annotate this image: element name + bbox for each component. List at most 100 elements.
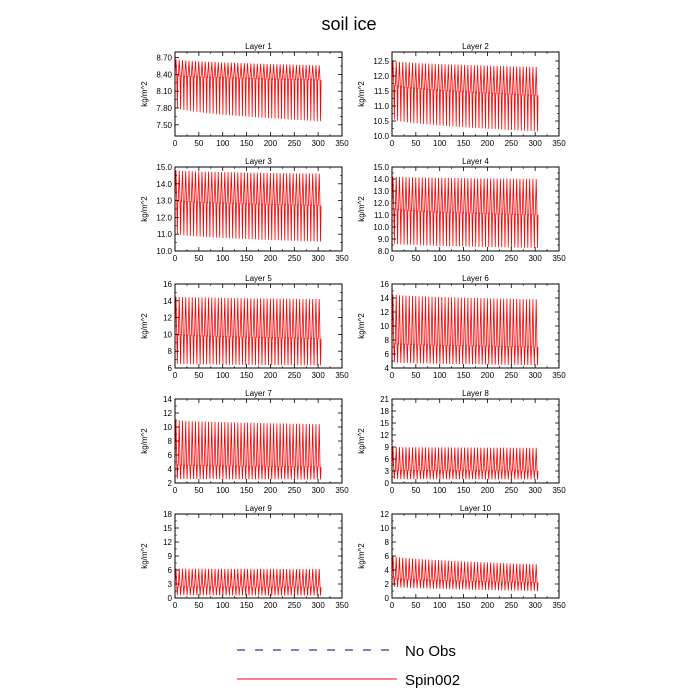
layer-4-ytick-label: 15.0	[373, 163, 389, 172]
layer-7-ylabel: kg/m^2	[140, 428, 149, 454]
layer-10-series-spin002	[392, 524, 539, 591]
layer-9-ytick-label: 0	[168, 594, 173, 603]
layer-2-xtick-label: 250	[505, 139, 519, 148]
layer-6-xtick-label: 350	[552, 371, 566, 380]
layer-3-xtick-label: 350	[335, 254, 349, 263]
layer-1-ytick-label: 7.50	[156, 121, 172, 130]
layer-10-ytick-label: 4	[385, 566, 390, 575]
layer-4-ytick-label: 10.0	[373, 223, 389, 232]
layer-2-ytick-label: 12.5	[373, 57, 389, 66]
panel-layer-3: 0 50 100 150 200 250 300 350 10.0 11.0 12.0 13.0 14.…	[140, 157, 349, 263]
layer-9-ytick-label: 12	[163, 538, 172, 547]
figure-title: soil ice	[321, 14, 376, 34]
layer-2-xtick-label: 350	[552, 139, 566, 148]
layer-2-ylabel: kg/m^2	[357, 81, 366, 107]
layer-8-ytick-label: 3	[385, 467, 390, 476]
layer-2-ytick-label: 12.0	[373, 72, 389, 81]
layer-7-xtick-label: 300	[311, 486, 325, 495]
layer-3-ylabel: kg/m^2	[140, 196, 149, 222]
layer-6-xtick-label: 100	[433, 371, 447, 380]
layer-4-ytick-label: 13.0	[373, 187, 389, 196]
layer-3-ytick-label: 15.0	[156, 163, 172, 172]
layer-3-xtick-label: 150	[240, 254, 254, 263]
layer-5-ylabel: kg/m^2	[140, 313, 149, 339]
layer-8-xtick-label: 50	[411, 486, 420, 495]
layer-5-ytick-label: 16	[163, 280, 172, 289]
layer-5-xtick-label: 150	[240, 371, 254, 380]
layer-8-ylabel: kg/m^2	[357, 428, 366, 454]
panel-layer-6: 0 50 100 150 200 250 300 350 4 6 8 10 12 14 16 Layer 6 k…	[357, 274, 566, 380]
layer-1-xtick-label: 200	[264, 139, 278, 148]
panel-layer-7: 0 50 100 150 200 250 300 350 2 4 6 8 10 12 14 Layer 7 kg…	[140, 389, 349, 495]
layer-10-xtick-label: 0	[390, 601, 395, 610]
layer-10-xtick-label: 250	[505, 601, 519, 610]
layer-6-title: Layer 6	[462, 274, 489, 283]
layer-10-ytick-label: 0	[385, 594, 390, 603]
layer-3-ytick-label: 10.0	[156, 247, 172, 256]
layer-7-ytick-label: 14	[163, 395, 172, 404]
layer-10-title: Layer 10	[460, 504, 492, 513]
layer-1-ytick-label: 8.40	[156, 70, 172, 79]
layer-3-xtick-label: 250	[288, 254, 302, 263]
layer-7-ytick-label: 10	[163, 423, 172, 432]
layer-6-ytick-label: 12	[380, 308, 389, 317]
layer-4-xtick-label: 200	[481, 254, 495, 263]
layer-9-ytick-label: 3	[168, 580, 173, 589]
layer-4-xtick-label: 150	[457, 254, 471, 263]
layer-4-ylabel: kg/m^2	[357, 196, 366, 222]
layer-4-xtick-label: 250	[505, 254, 519, 263]
layer-8-xtick-label: 300	[528, 486, 542, 495]
layer-3-series-spin002	[175, 170, 322, 242]
layer-10-xtick-label: 100	[433, 601, 447, 610]
layer-1-xtick-label: 100	[216, 139, 230, 148]
layer-2-title: Layer 2	[462, 42, 489, 51]
layer-9-ytick-label: 18	[163, 510, 172, 519]
layer-2-xtick-label: 0	[390, 139, 395, 148]
layer-10-xtick-label: 50	[411, 601, 420, 610]
layer-4-xtick-label: 350	[552, 254, 566, 263]
layer-8-xtick-label: 100	[433, 486, 447, 495]
layer-4-xtick-label: 0	[390, 254, 395, 263]
layer-8-ytick-label: 0	[385, 479, 390, 488]
layer-10-ytick-label: 10	[380, 524, 389, 533]
layer-7-xtick-label: 150	[240, 486, 254, 495]
layer-7-ytick-label: 2	[168, 479, 173, 488]
layer-9-xtick-label: 300	[311, 601, 325, 610]
layer-8-ytick-label: 15	[380, 419, 389, 428]
layer-6-xtick-label: 150	[457, 371, 471, 380]
layer-5-xtick-label: 0	[173, 371, 178, 380]
layer-3-xtick-label: 0	[173, 254, 178, 263]
layer-8-xtick-label: 200	[481, 486, 495, 495]
layer-7-ytick-label: 8	[168, 437, 173, 446]
panel-layer-8: 0 50 100 150 200 250 300 350 0 3 6 9 12 15 18 21 Layer 8…	[357, 389, 566, 495]
layer-5-xtick-label: 350	[335, 371, 349, 380]
layer-2-ytick-label: 10.5	[373, 117, 389, 126]
layer-4-title: Layer 4	[462, 157, 489, 166]
panel-layer-2: 0 50 100 150 200 250 300 350 10.0 10.5 11.0 11.5 12.…	[357, 42, 566, 148]
layer-1-xtick-label: 350	[335, 139, 349, 148]
layer-8-xtick-label: 150	[457, 486, 471, 495]
panel-grid: 0 50 100 150 200 250 300 3507.507.808.108.408.7…	[140, 42, 566, 610]
panel-layer-5: 0 50 100 150 200 250 300 350 6 8 10 12 14 16 Layer 5 kg…	[140, 274, 349, 380]
layer-10-xtick-label: 300	[528, 601, 542, 610]
layer-6-ylabel: kg/m^2	[357, 313, 366, 339]
layer-5-ytick-label: 10	[163, 330, 172, 339]
layer-7-xtick-label: 250	[288, 486, 302, 495]
layer-5-series-spin002	[175, 296, 322, 366]
layer-1-ytick-label: 7.80	[156, 104, 172, 113]
layer-10-ytick-label: 6	[385, 552, 390, 561]
layer-4-xtick-label: 50	[411, 254, 420, 263]
layer-6-ytick-label: 8	[385, 336, 390, 345]
layer-10-ytick-label: 8	[385, 538, 390, 547]
layer-7-ytick-label: 12	[163, 409, 172, 418]
layer-5-ytick-label: 8	[168, 347, 173, 356]
layer-9-ytick-label: 9	[168, 552, 173, 561]
layer-9-ylabel: kg/m^2	[140, 543, 149, 569]
layer-4-ytick-label: 12.0	[373, 199, 389, 208]
layer-1-title: Layer 1	[245, 42, 272, 51]
layer-10-ytick-label: 12	[380, 510, 389, 519]
layer-1-ylabel: kg/m^2	[140, 81, 149, 107]
layer-3-xtick-label: 50	[194, 254, 203, 263]
layer-6-xtick-label: 0	[390, 371, 395, 380]
layer-7-xtick-label: 50	[194, 486, 203, 495]
